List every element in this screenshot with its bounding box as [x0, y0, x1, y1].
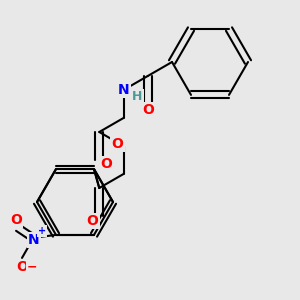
Text: O: O — [16, 260, 28, 274]
Text: O: O — [112, 137, 123, 151]
Text: O: O — [100, 157, 112, 171]
Text: O: O — [142, 103, 154, 117]
Text: O: O — [86, 214, 98, 228]
Text: N: N — [118, 83, 129, 97]
Text: −: − — [27, 260, 37, 273]
Text: N: N — [28, 233, 40, 247]
Text: H: H — [132, 91, 143, 103]
Text: O: O — [10, 213, 22, 227]
Text: +: + — [38, 226, 46, 236]
